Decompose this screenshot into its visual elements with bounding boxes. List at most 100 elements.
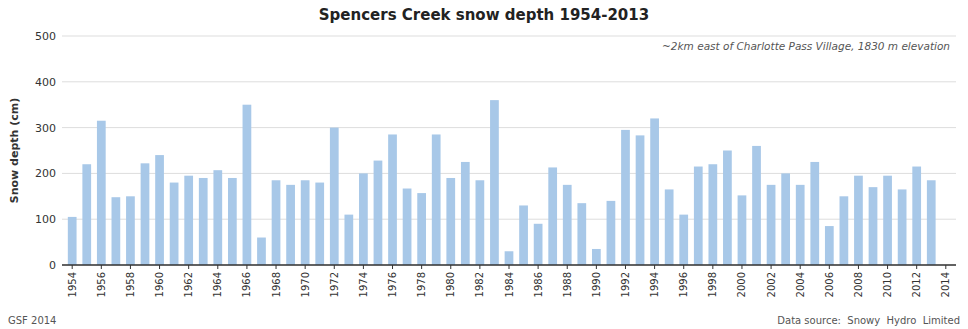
bar <box>519 205 528 265</box>
y-tick-label: 400 <box>35 76 56 89</box>
grid <box>62 36 956 265</box>
x-tick <box>538 265 539 269</box>
x-tick-label: 1990 <box>591 272 602 297</box>
x-tick-label: 1974 <box>358 272 369 297</box>
x-tick-label: 1954 <box>67 272 78 297</box>
bar <box>840 196 849 265</box>
bar <box>301 180 310 265</box>
x-tick <box>101 265 102 269</box>
x-tick <box>829 265 830 269</box>
bar <box>694 167 703 265</box>
x-tick-label: 1980 <box>445 272 456 297</box>
x-tick-label: 1964 <box>212 272 223 297</box>
x-tick <box>305 265 306 269</box>
x-tick-label: 1970 <box>300 272 311 297</box>
x-tick <box>276 265 277 269</box>
x-tick <box>945 265 946 269</box>
bar <box>388 134 397 265</box>
bar <box>607 201 616 265</box>
bar <box>927 180 936 265</box>
x-tick-label: 2006 <box>824 272 835 297</box>
x-tick <box>654 265 655 269</box>
bar <box>155 155 164 265</box>
x-tick <box>625 265 626 269</box>
bar <box>330 128 339 265</box>
x-tick-label: 1984 <box>504 272 515 297</box>
bar <box>199 178 208 265</box>
x-tick-label: 2012 <box>911 272 922 297</box>
bar <box>170 183 179 265</box>
chart: 0100200300400500195419561958196019621964… <box>0 0 968 329</box>
bar <box>708 164 717 265</box>
grid-line <box>62 173 956 174</box>
x-tick <box>858 265 859 269</box>
bar <box>243 105 252 265</box>
bar <box>883 176 892 265</box>
x-tick <box>771 265 772 269</box>
bar <box>505 251 514 265</box>
x-tick-label: 2002 <box>766 272 777 297</box>
y-axis-label: Snow depth (cm) <box>8 98 21 203</box>
x-tick <box>363 265 364 269</box>
x-tick-label: 1958 <box>125 272 136 297</box>
x-tick-label: 1960 <box>154 272 165 297</box>
bar <box>184 176 193 265</box>
bar <box>650 118 659 265</box>
bar <box>825 226 834 265</box>
x-tick-label: 2000 <box>736 272 747 297</box>
bar <box>854 176 863 265</box>
grid-line <box>62 127 956 128</box>
bar <box>912 167 921 265</box>
title: Spencers Creek snow depth 1954-2013 <box>319 6 649 24</box>
x-tick-label: 1988 <box>562 272 573 297</box>
bar <box>126 196 135 265</box>
bar <box>869 187 878 265</box>
bar <box>810 162 819 265</box>
bar <box>141 163 150 265</box>
y-tick-label: 500 <box>35 30 56 43</box>
x-tick <box>596 265 597 269</box>
bar <box>767 185 776 265</box>
bar <box>344 215 353 265</box>
bars <box>68 100 936 265</box>
x-tick <box>334 265 335 269</box>
x-tick-label: 1998 <box>707 272 718 297</box>
bar <box>315 183 324 265</box>
x-tick <box>479 265 480 269</box>
bar <box>228 178 237 265</box>
bar <box>374 161 383 265</box>
x-tick <box>392 265 393 269</box>
bar <box>417 193 426 265</box>
bar <box>752 146 761 265</box>
x-tick <box>741 265 742 269</box>
x-tick <box>188 265 189 269</box>
x-tick-label: 1996 <box>678 272 689 297</box>
bar <box>490 100 499 265</box>
bar <box>461 162 470 265</box>
x-tick-label: 1978 <box>416 272 427 297</box>
grid-line <box>62 219 956 220</box>
x-tick <box>217 265 218 269</box>
subtitle: ~2km east of Charlotte Pass Village, 183… <box>662 40 950 52</box>
x-tick <box>159 265 160 269</box>
x-tick <box>246 265 247 269</box>
x-tick <box>72 265 73 269</box>
bar <box>272 180 281 265</box>
bar <box>403 189 412 265</box>
x-tick-label: 1968 <box>271 272 282 297</box>
x-tick-label: 2008 <box>853 272 864 297</box>
x-tick-label: 1992 <box>620 272 631 297</box>
bar <box>738 195 747 265</box>
bar <box>257 238 266 265</box>
x-tick <box>567 265 568 269</box>
annotation: GSF 2014 <box>8 315 56 326</box>
bar <box>665 189 674 265</box>
x-tick <box>683 265 684 269</box>
bar <box>432 134 441 265</box>
x-tick <box>450 265 451 269</box>
x-tick-label: 1956 <box>96 272 107 297</box>
x-tick <box>712 265 713 269</box>
x-tick <box>887 265 888 269</box>
x-tick-label: 2010 <box>882 272 893 297</box>
x-tick <box>800 265 801 269</box>
